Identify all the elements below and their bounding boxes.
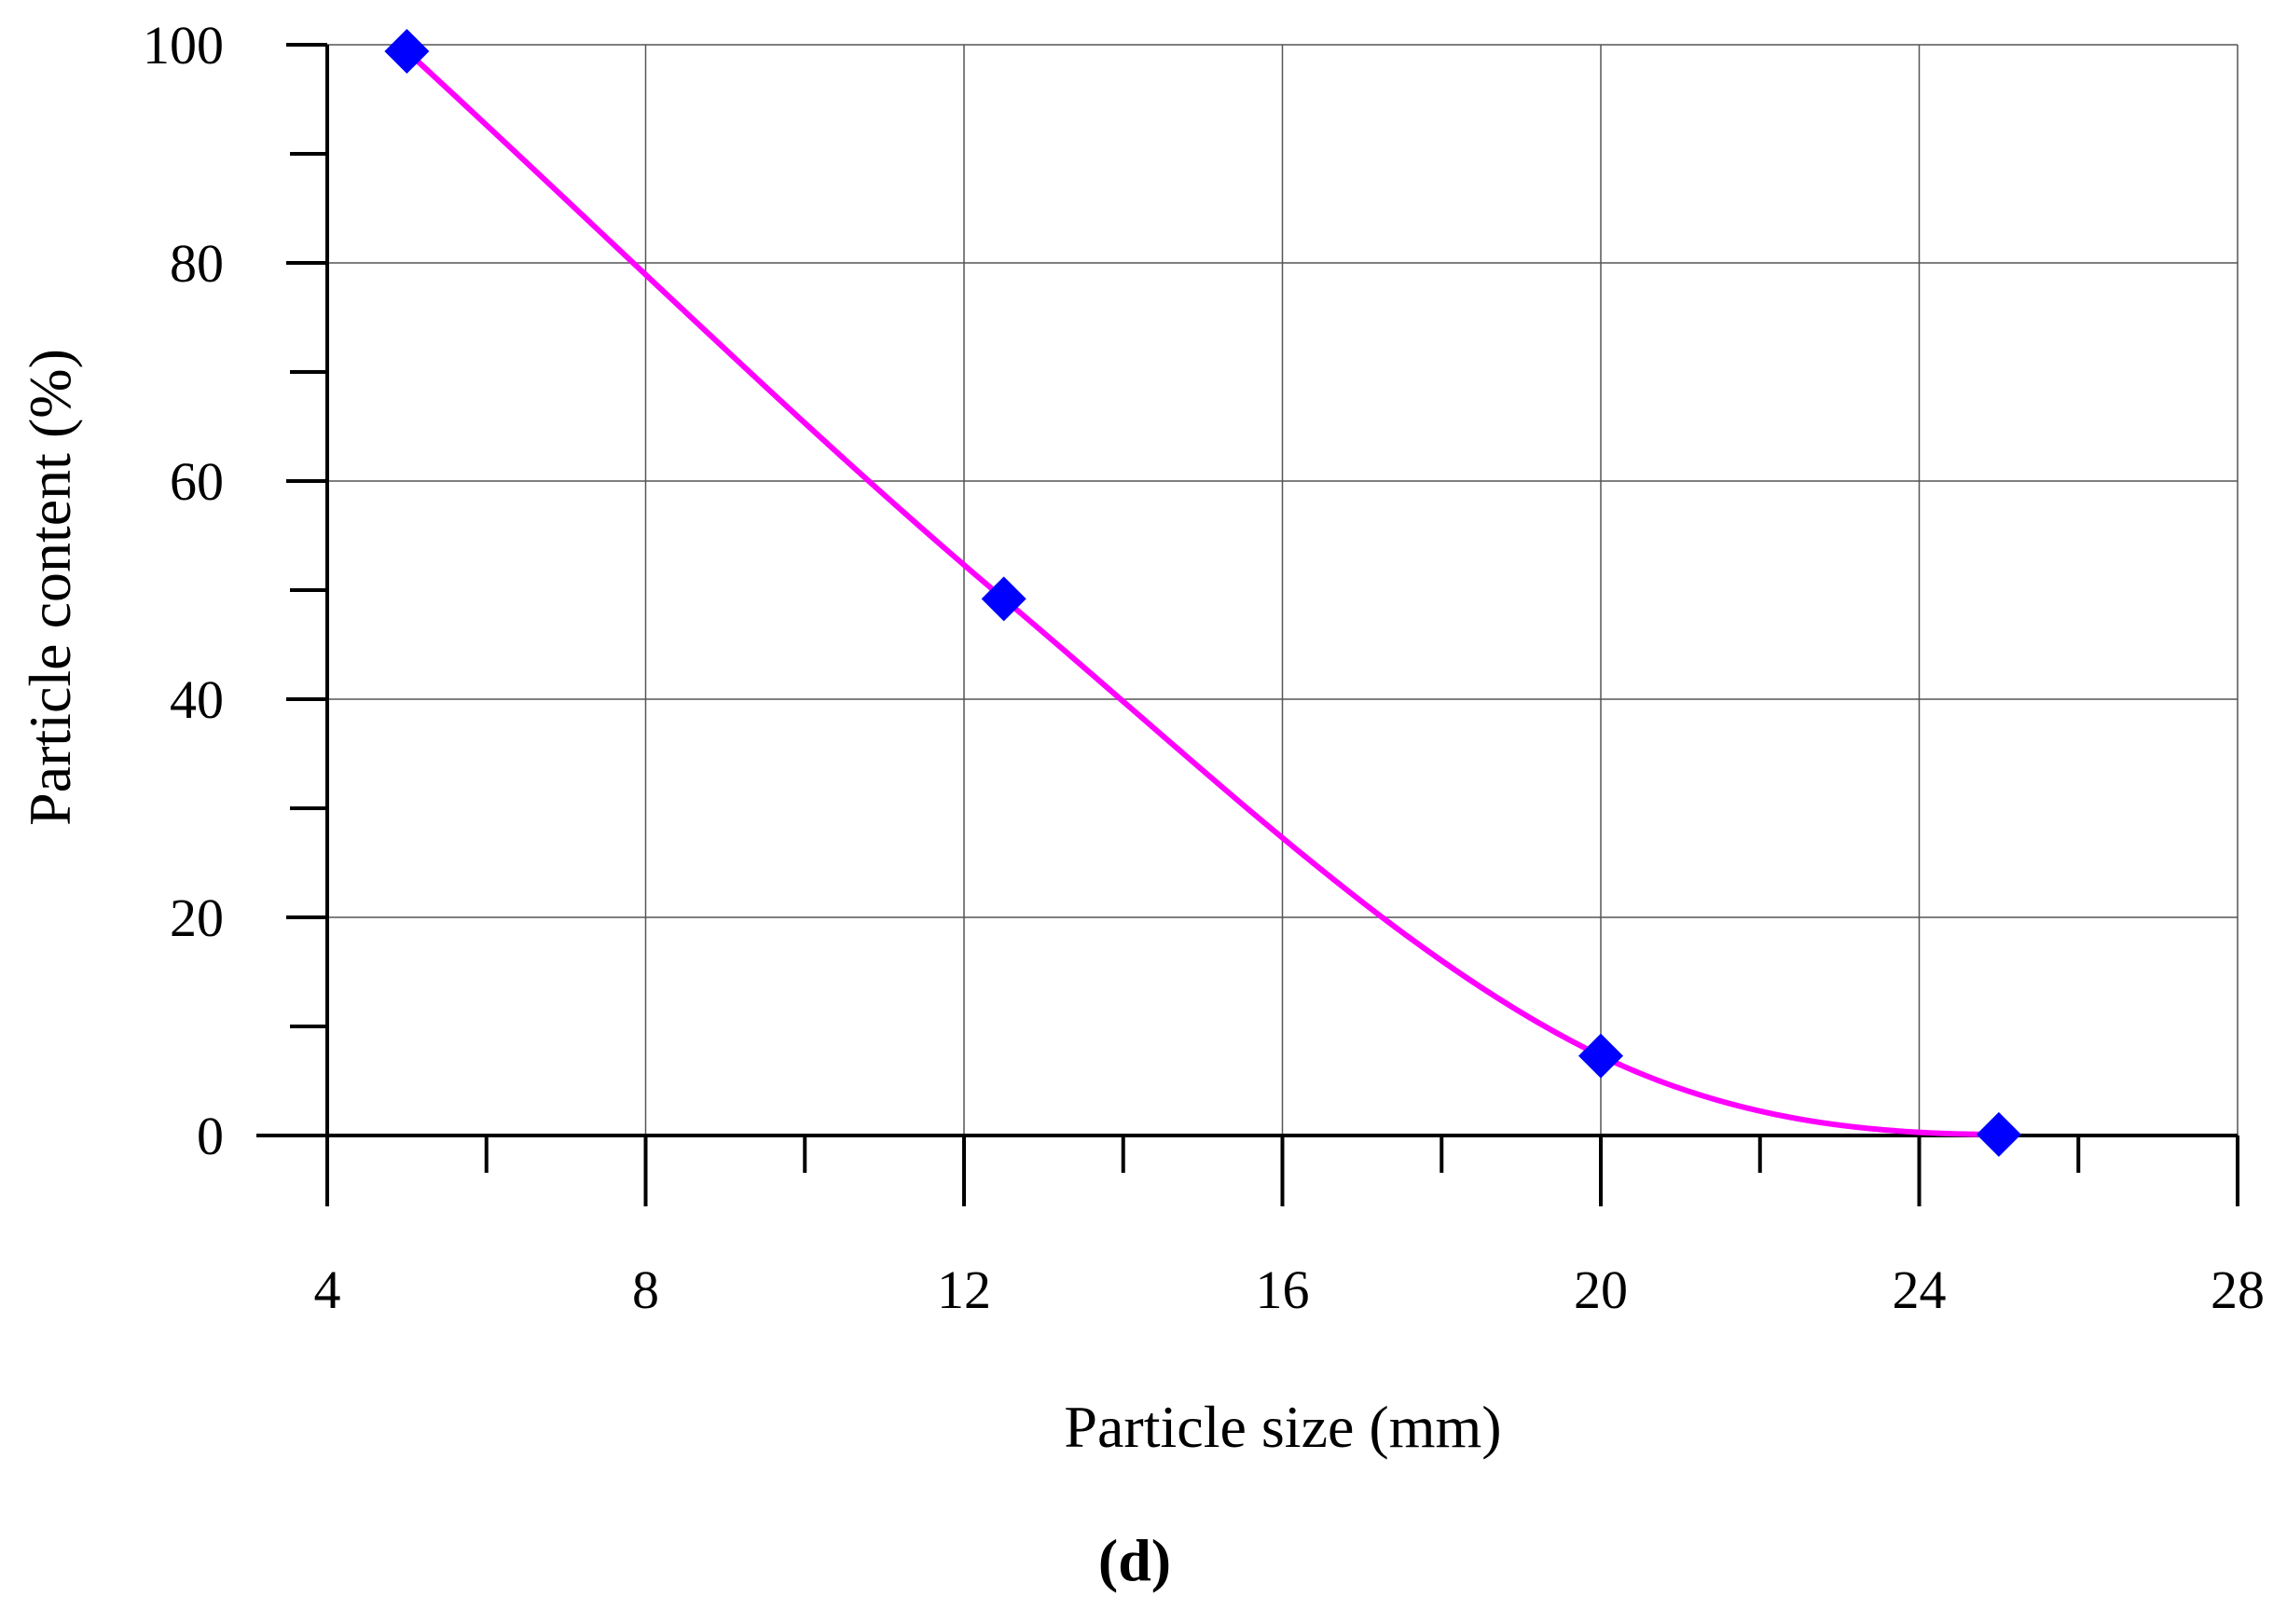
grid-lines [327,44,2239,1135]
y-axis-title: Particle content (%) [17,349,83,826]
y-tick-label: 80 [170,233,224,294]
data-point-diamond [1976,1111,2021,1157]
tick-labels: 0 20 40 60 80 100 4 8 12 16 20 24 28 [143,15,2265,1320]
y-tick-label: 20 [170,888,224,948]
data-point-diamond [1578,1033,1623,1079]
y-tick-label: 0 [197,1106,224,1166]
series-markers [384,29,2021,1157]
series-curve [405,48,1999,1137]
x-tick-label: 28 [2211,1259,2265,1320]
series-line [405,48,1999,1137]
axes [256,43,2239,1206]
x-tick-label: 8 [632,1259,659,1320]
data-point-diamond [981,576,1026,622]
x-tick-label: 12 [937,1259,991,1320]
data-point-diamond [384,29,430,75]
y-tick-label: 60 [170,451,224,512]
panel-label: (d) [1098,1527,1171,1593]
x-axis-title: Particle size (mm) [1064,1394,1501,1460]
y-tick-label: 100 [143,15,224,76]
x-tick-label: 24 [1893,1259,1947,1320]
y-tick-label: 40 [170,669,224,730]
x-tick-label: 4 [314,1259,341,1320]
x-tick-label: 16 [1256,1259,1310,1320]
x-tick-label: 20 [1574,1259,1628,1320]
